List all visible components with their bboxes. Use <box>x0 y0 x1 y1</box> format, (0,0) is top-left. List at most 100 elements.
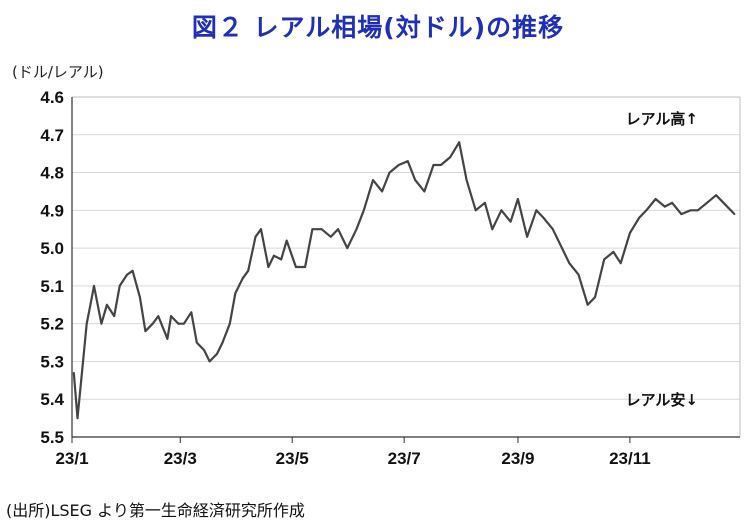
data-point <box>509 220 512 223</box>
data-point <box>295 266 297 268</box>
data-point <box>144 330 147 333</box>
data-point <box>715 194 717 197</box>
data-point <box>561 247 563 250</box>
data-point <box>706 201 708 204</box>
data-point <box>484 201 486 204</box>
data-point <box>355 228 358 231</box>
data-point <box>577 273 580 276</box>
data-point <box>89 303 92 306</box>
y-tick-label: 5.2 <box>40 315 64 334</box>
data-point <box>234 292 237 295</box>
data-point <box>388 171 391 174</box>
source-note: (出所)LSEG より第一生命経済研究所作成 <box>6 501 305 520</box>
data-point <box>139 296 141 299</box>
x-tick-label: 23/9 <box>501 449 534 468</box>
data-point <box>491 228 494 231</box>
x-tick-label: 23/5 <box>276 449 309 468</box>
data-point <box>228 322 231 325</box>
data-point <box>166 337 169 340</box>
data-point <box>320 228 323 231</box>
data-point <box>406 160 409 163</box>
data-point <box>517 198 519 200</box>
data-point <box>381 190 383 193</box>
y-tick-label: 4.8 <box>40 164 64 183</box>
data-point <box>100 322 103 325</box>
annotation-real-weak: レアル安↓ <box>626 391 698 409</box>
data-point <box>72 371 75 374</box>
data-point <box>177 322 180 325</box>
x-tick-label: 23/1 <box>55 449 88 468</box>
data-point <box>654 198 657 200</box>
data-point <box>689 209 692 212</box>
y-tick-label: 5.4 <box>40 390 64 409</box>
data-point <box>311 228 314 231</box>
y-tick-label: 4.9 <box>40 201 64 220</box>
data-point <box>500 209 503 212</box>
data-point <box>638 217 640 219</box>
x-tick-label: 23/3 <box>164 449 197 468</box>
data-point <box>118 285 121 287</box>
data-point <box>221 341 224 344</box>
data-point <box>126 273 128 276</box>
data-point <box>195 341 198 344</box>
data-point <box>267 266 270 268</box>
y-tick-label: 4.6 <box>40 88 64 107</box>
data-point <box>619 262 622 265</box>
chart-title: 図２ レアル相場(対ドル)の推移 <box>191 13 565 42</box>
line-chart: 4.6 4.7 4.8 4.9 5.0 5.1 5.2 5.3 5.4 5.5 23/1 23/3 23… <box>40 88 741 468</box>
data-point <box>362 209 365 212</box>
data-point <box>449 156 451 159</box>
series-line <box>72 141 736 420</box>
y-axis-unit-label: (ドル/レアル) <box>12 63 104 81</box>
y-tick-label: 4.7 <box>40 126 64 145</box>
data-point <box>603 258 606 261</box>
data-point <box>329 235 332 238</box>
data-point <box>696 209 699 212</box>
data-point <box>440 164 442 166</box>
data-point <box>203 349 206 351</box>
data-point <box>131 269 134 272</box>
data-point <box>280 258 283 261</box>
x-tick-label: 23/7 <box>388 449 421 468</box>
data-point <box>526 235 528 238</box>
data-point <box>85 322 88 325</box>
data-point <box>586 303 589 306</box>
data-point <box>423 190 426 193</box>
data-point <box>113 315 116 317</box>
data-point <box>671 201 673 204</box>
annotation-real-strong: レアル高↑ <box>626 110 698 128</box>
data-point <box>76 417 79 419</box>
data-point <box>170 315 173 317</box>
data-point <box>346 247 349 250</box>
data-point <box>157 315 160 317</box>
data-point <box>733 213 736 216</box>
data-point <box>106 303 108 306</box>
data-point <box>414 179 417 182</box>
data-point <box>285 239 288 242</box>
data-point <box>190 311 193 314</box>
data-point <box>216 353 218 355</box>
y-tick-label: 5.3 <box>40 352 64 371</box>
data-point <box>542 217 545 219</box>
data-point <box>372 179 374 182</box>
data-point <box>663 205 666 208</box>
data-point <box>208 360 211 363</box>
data-point <box>304 266 306 268</box>
y-tick-label: 5.0 <box>40 239 64 258</box>
data-point <box>93 285 95 287</box>
data-point <box>594 296 596 299</box>
data-point <box>247 269 250 272</box>
data-point <box>722 201 725 204</box>
data-point <box>465 179 468 182</box>
data-point <box>568 262 571 265</box>
data-point <box>273 254 275 257</box>
data-point <box>151 322 154 325</box>
data-point <box>254 235 257 238</box>
y-tick-label: 5.1 <box>40 277 64 296</box>
data-point <box>645 209 648 212</box>
data-point <box>183 322 185 325</box>
data-point <box>680 213 683 216</box>
data-point <box>397 164 400 166</box>
data-point <box>551 228 554 231</box>
data-point <box>432 164 435 166</box>
